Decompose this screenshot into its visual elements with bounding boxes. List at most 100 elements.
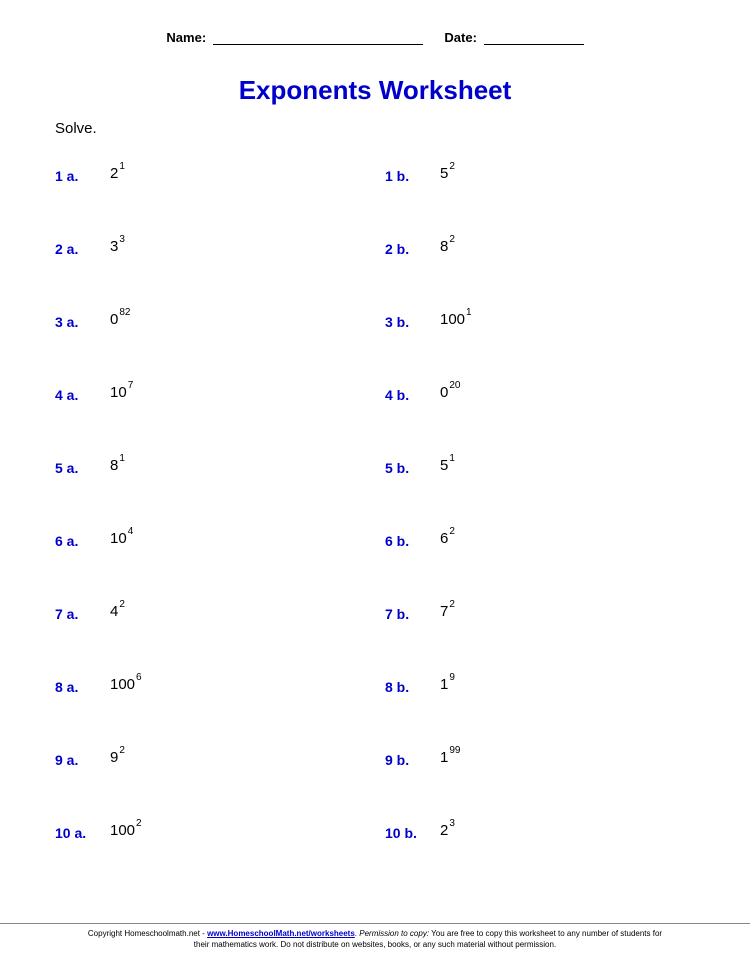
base: 10 [110, 531, 127, 546]
problem-number: 5 b. [385, 458, 440, 476]
base: 1 [440, 750, 448, 765]
problem-expression: 1001 [440, 312, 472, 327]
base: 9 [110, 750, 118, 765]
exponent: 2 [119, 746, 125, 756]
base: 100 [440, 312, 465, 327]
problem-number: 2 b. [385, 239, 440, 257]
problem-expression: 199 [440, 750, 460, 765]
date-label: Date: [444, 30, 477, 45]
exponent: 20 [449, 381, 460, 391]
problem-row: 4 a.107 4 b.020 [55, 379, 695, 452]
problem-number: 3 b. [385, 312, 440, 330]
base: 4 [110, 604, 118, 619]
problem-cell-b: 2 b.82 [385, 239, 695, 257]
problem-cell-b: 6 b.62 [385, 531, 695, 549]
exponent: 4 [128, 527, 134, 537]
exponent: 1 [466, 308, 472, 318]
exponent: 1 [119, 454, 125, 464]
problem-cell-b: 9 b.199 [385, 750, 695, 768]
problem-row: 2 a.332 b.82 [55, 233, 695, 306]
problem-row: 6 a.1046 b.62 [55, 525, 695, 598]
problem-expression: 020 [440, 385, 460, 400]
problem-expression: 1002 [110, 823, 142, 838]
base: 5 [440, 458, 448, 473]
base: 2 [440, 823, 448, 838]
base: 3 [110, 239, 118, 254]
problem-expression: 104 [110, 531, 133, 546]
base: 5 [440, 166, 448, 181]
problem-cell-a: 1 a.21 [55, 166, 385, 184]
problem-cell-a: 2 a.33 [55, 239, 385, 257]
problem-expression: 21 [110, 166, 125, 181]
problem-number: 2 a. [55, 239, 110, 257]
problem-expression: 19 [440, 677, 455, 692]
exponent: 2 [136, 819, 142, 829]
exponent: 99 [449, 746, 460, 756]
problem-number: 1 b. [385, 166, 440, 184]
problem-number: 4 a. [55, 385, 110, 403]
worksheet-title: Exponents Worksheet [0, 75, 750, 106]
problem-number: 9 b. [385, 750, 440, 768]
problem-row: 7 a.427 b.72 [55, 598, 695, 671]
problem-cell-a: 6 a.104 [55, 531, 385, 549]
problem-number: 3 a. [55, 312, 110, 330]
problem-number: 9 a. [55, 750, 110, 768]
exponent: 2 [119, 600, 125, 610]
problem-cell-b: 8 b.19 [385, 677, 695, 695]
problem-number: 1 a. [55, 166, 110, 184]
base: 0 [110, 312, 118, 327]
problem-number: 10 a. [55, 823, 110, 841]
exponent: 2 [449, 527, 455, 537]
problem-number: 4 b. [385, 385, 440, 403]
base: 2 [110, 166, 118, 181]
name-underline [213, 44, 423, 45]
problem-row: 8 a.10068 b.19 [55, 671, 695, 744]
problem-cell-a: 8 a.1006 [55, 677, 385, 695]
base: 100 [110, 677, 135, 692]
problem-expression: 1006 [110, 677, 142, 692]
footer: Copyright Homeschoolmath.net - www.Homes… [0, 923, 750, 950]
problem-row: 5 a.815 b.5 1 [55, 452, 695, 525]
exponent: 3 [119, 235, 125, 245]
problem-number: 8 b. [385, 677, 440, 695]
exponent: 7 [128, 381, 134, 391]
footer-link: www.HomeschoolMath.net/worksheets [207, 929, 355, 938]
exponent: 3 [449, 819, 455, 829]
problem-cell-a: 5 a.81 [55, 458, 385, 476]
base: 8 [110, 458, 118, 473]
problem-number: 8 a. [55, 677, 110, 695]
problem-expression: 107 [110, 385, 133, 400]
problem-expression: 082 [110, 312, 130, 327]
base: 10 [110, 385, 127, 400]
base: 7 [440, 604, 448, 619]
instruction-text: Solve. [55, 120, 97, 137]
problem-number: 5 a. [55, 458, 110, 476]
footer-copyright: Copyright Homeschoolmath.net - [88, 929, 207, 938]
base: 8 [440, 239, 448, 254]
problem-number: 10 b. [385, 823, 440, 841]
footer-permission-label: Permission to copy: [359, 929, 429, 938]
problems-grid: 1 a.211 b.522 a.332 b.823 a.0823 b.10014… [55, 160, 695, 890]
exponent: 6 [136, 673, 142, 683]
problem-row: 9 a.929 b.199 [55, 744, 695, 817]
problem-cell-a: 9 a.92 [55, 750, 385, 768]
base: 100 [110, 823, 135, 838]
date-underline [484, 44, 584, 45]
problem-number: 6 b. [385, 531, 440, 549]
problem-cell-b: 7 b.72 [385, 604, 695, 622]
exponent: 9 [449, 673, 455, 683]
problem-cell-a: 3 a.082 [55, 312, 385, 330]
header-fields: Name: Date: [0, 30, 750, 45]
exponent: 2 [449, 235, 455, 245]
problem-expression: 62 [440, 531, 455, 546]
problem-number: 6 a. [55, 531, 110, 549]
problem-number: 7 a. [55, 604, 110, 622]
problem-expression: 52 [440, 166, 455, 181]
problem-cell-b: 10 b.23 [385, 823, 695, 841]
exponent: 2 [449, 600, 455, 610]
problem-cell-b: 4 b.020 [385, 385, 695, 403]
problem-expression: 92 [110, 750, 125, 765]
name-label: Name: [166, 30, 206, 45]
problem-row: 10 a.100210 b.23 [55, 817, 695, 890]
problem-expression: 72 [440, 604, 455, 619]
